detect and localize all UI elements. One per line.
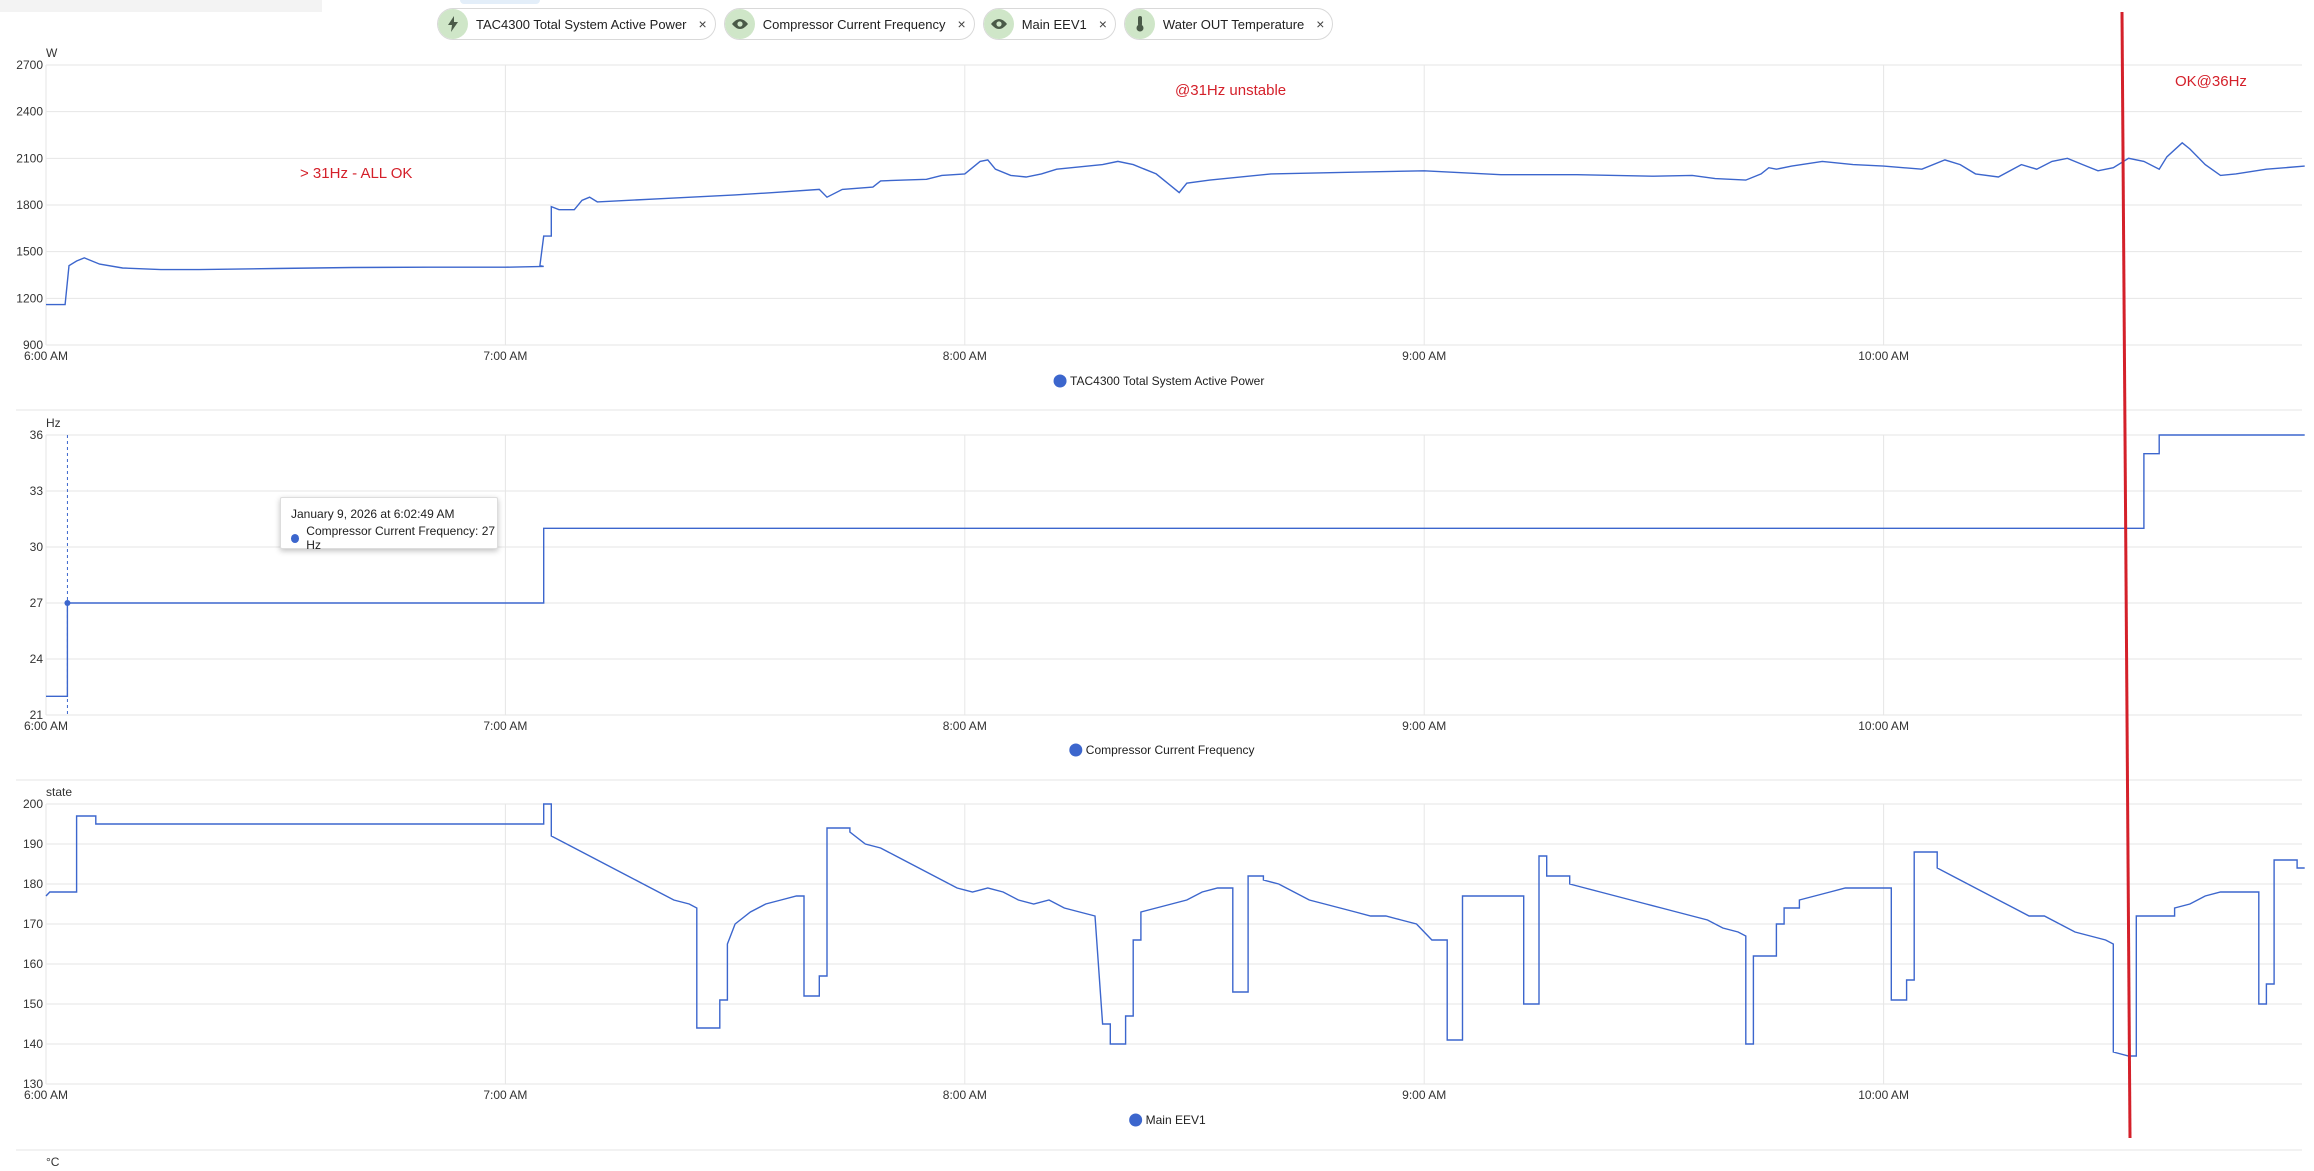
chip-label: Water OUT Temperature — [1162, 16, 1305, 32]
y-tick-label: 180 — [23, 877, 43, 891]
annotation-31hz-ok: > 31Hz - ALL OK — [300, 165, 412, 182]
chip-label: Main EEV1 — [1021, 16, 1087, 32]
legend-label[interactable]: TAC4300 Total System Active Power — [1070, 374, 1264, 388]
x-tick-label: 9:00 AM — [1402, 349, 1446, 363]
legend-dot[interactable] — [1069, 743, 1083, 757]
legend-label[interactable]: Main EEV1 — [1146, 1113, 1206, 1127]
y-unit-label: Hz — [46, 416, 61, 430]
x-tick-label: 8:00 AM — [943, 719, 987, 733]
close-icon[interactable]: × — [698, 16, 707, 32]
chart-panel-2: 21 24 27 30 33 36 6:00 AM 7:00 AM 8:00 AM 9:00 AM… — [16, 416, 2305, 781]
lightning-icon — [438, 9, 468, 39]
y-unit-label: state — [46, 785, 72, 799]
legend-dot[interactable] — [1053, 374, 1067, 388]
annotation-ok-36hz: OK@36Hz — [2175, 73, 2247, 90]
tooltip-row: Compressor Current Frequency: 27 Hz — [291, 524, 497, 552]
y-tick-label: 900 — [23, 338, 43, 352]
chip-water-out-temperature[interactable]: Water OUT Temperature × — [1123, 8, 1334, 40]
x-tick-label: 8:00 AM — [943, 349, 987, 363]
y-tick-label: 21 — [30, 708, 44, 722]
y-tick-label: 190 — [23, 837, 43, 851]
legend-label[interactable]: Compressor Current Frequency — [1086, 743, 1255, 757]
x-tick-label: 9:00 AM — [1402, 1088, 1446, 1102]
x-tick-label: 6:00 AM — [24, 349, 68, 363]
x-tick-label: 9:00 AM — [1402, 719, 1446, 733]
series-line[interactable] — [45, 803, 2305, 1057]
y-tick-label: 2100 — [16, 151, 43, 165]
y-tick-label: 2700 — [16, 58, 43, 72]
y-tick-label: 27 — [30, 596, 44, 610]
chart-panel-3: 130 140 150 160 170 180 190 200 6:00 AM 7:00 AM 8:… — [16, 785, 2305, 1151]
close-icon[interactable]: × — [957, 16, 966, 32]
chip-label: TAC4300 Total System Active Power — [476, 16, 687, 32]
chip-active-power[interactable]: TAC4300 Total System Active Power × — [437, 8, 716, 40]
y-tick-label: 33 — [30, 484, 44, 498]
x-tick-label: 10:00 AM — [1858, 1088, 1909, 1102]
series-line[interactable] — [46, 141, 2305, 306]
x-tick-label: 10:00 AM — [1858, 719, 1909, 733]
x-tick-label: 7:00 AM — [483, 1088, 527, 1102]
y-tick-label: 150 — [23, 997, 43, 1011]
y-tick-label: 1500 — [16, 245, 43, 259]
chart-panel-1: 900 1200 1500 1800 2100 2400 2700 6:00 AM 7:00 A… — [16, 46, 2305, 411]
x-tick-label: 7:00 AM — [483, 349, 527, 363]
eye-icon — [983, 9, 1014, 39]
annotation-31hz-unstable: @31Hz unstable — [1175, 82, 1286, 99]
series-dot-icon — [291, 533, 300, 543]
y-tick-label: 170 — [23, 917, 43, 931]
entity-chip-bar: TAC4300 Total System Active Power × Comp… — [437, 8, 1334, 40]
y-tick-label: 30 — [30, 540, 44, 554]
tooltip-text: Compressor Current Frequency: 27 Hz — [306, 524, 496, 552]
annotation-red-marker-line — [2120, 11, 2132, 1139]
x-tick-label: 10:00 AM — [1858, 349, 1909, 363]
y-tick-label: 130 — [23, 1077, 43, 1091]
chart-tooltip: January 9, 2026 at 6:02:49 AM Compressor… — [280, 497, 498, 552]
legend-dot[interactable] — [1129, 1113, 1143, 1127]
x-tick-label: 8:00 AM — [943, 1088, 987, 1102]
y-tick-label: 24 — [30, 652, 44, 666]
x-tick-label: 6:00 AM — [24, 1088, 68, 1102]
hover-point — [64, 600, 71, 606]
x-tick-label: 7:00 AM — [483, 719, 527, 733]
next-panel-unit: °C — [46, 1155, 60, 1169]
chip-compressor-frequency[interactable]: Compressor Current Frequency × — [723, 8, 975, 40]
y-tick-label: 1200 — [16, 291, 43, 305]
y-tick-label: 1800 — [16, 198, 43, 212]
y-tick-label: 36 — [30, 428, 44, 442]
x-tick-label: 6:00 AM — [24, 719, 68, 733]
y-tick-label: 200 — [23, 797, 43, 811]
tooltip-title: January 9, 2026 at 6:02:49 AM — [291, 507, 455, 521]
top-left-strip — [0, 0, 322, 12]
y-unit-label: W — [46, 46, 58, 60]
y-tick-label: 2400 — [16, 105, 43, 119]
top-tab-indicator — [460, 0, 540, 4]
y-tick-label: 140 — [23, 1037, 43, 1051]
y-tick-label: 160 — [23, 957, 43, 971]
eye-icon — [724, 9, 755, 39]
thermometer-icon — [1124, 9, 1155, 39]
chip-label: Compressor Current Frequency — [762, 16, 946, 32]
chip-main-eev1[interactable]: Main EEV1 × — [982, 8, 1116, 40]
series-line[interactable] — [46, 434, 2305, 697]
close-icon[interactable]: × — [1098, 16, 1107, 32]
close-icon[interactable]: × — [1316, 16, 1325, 32]
